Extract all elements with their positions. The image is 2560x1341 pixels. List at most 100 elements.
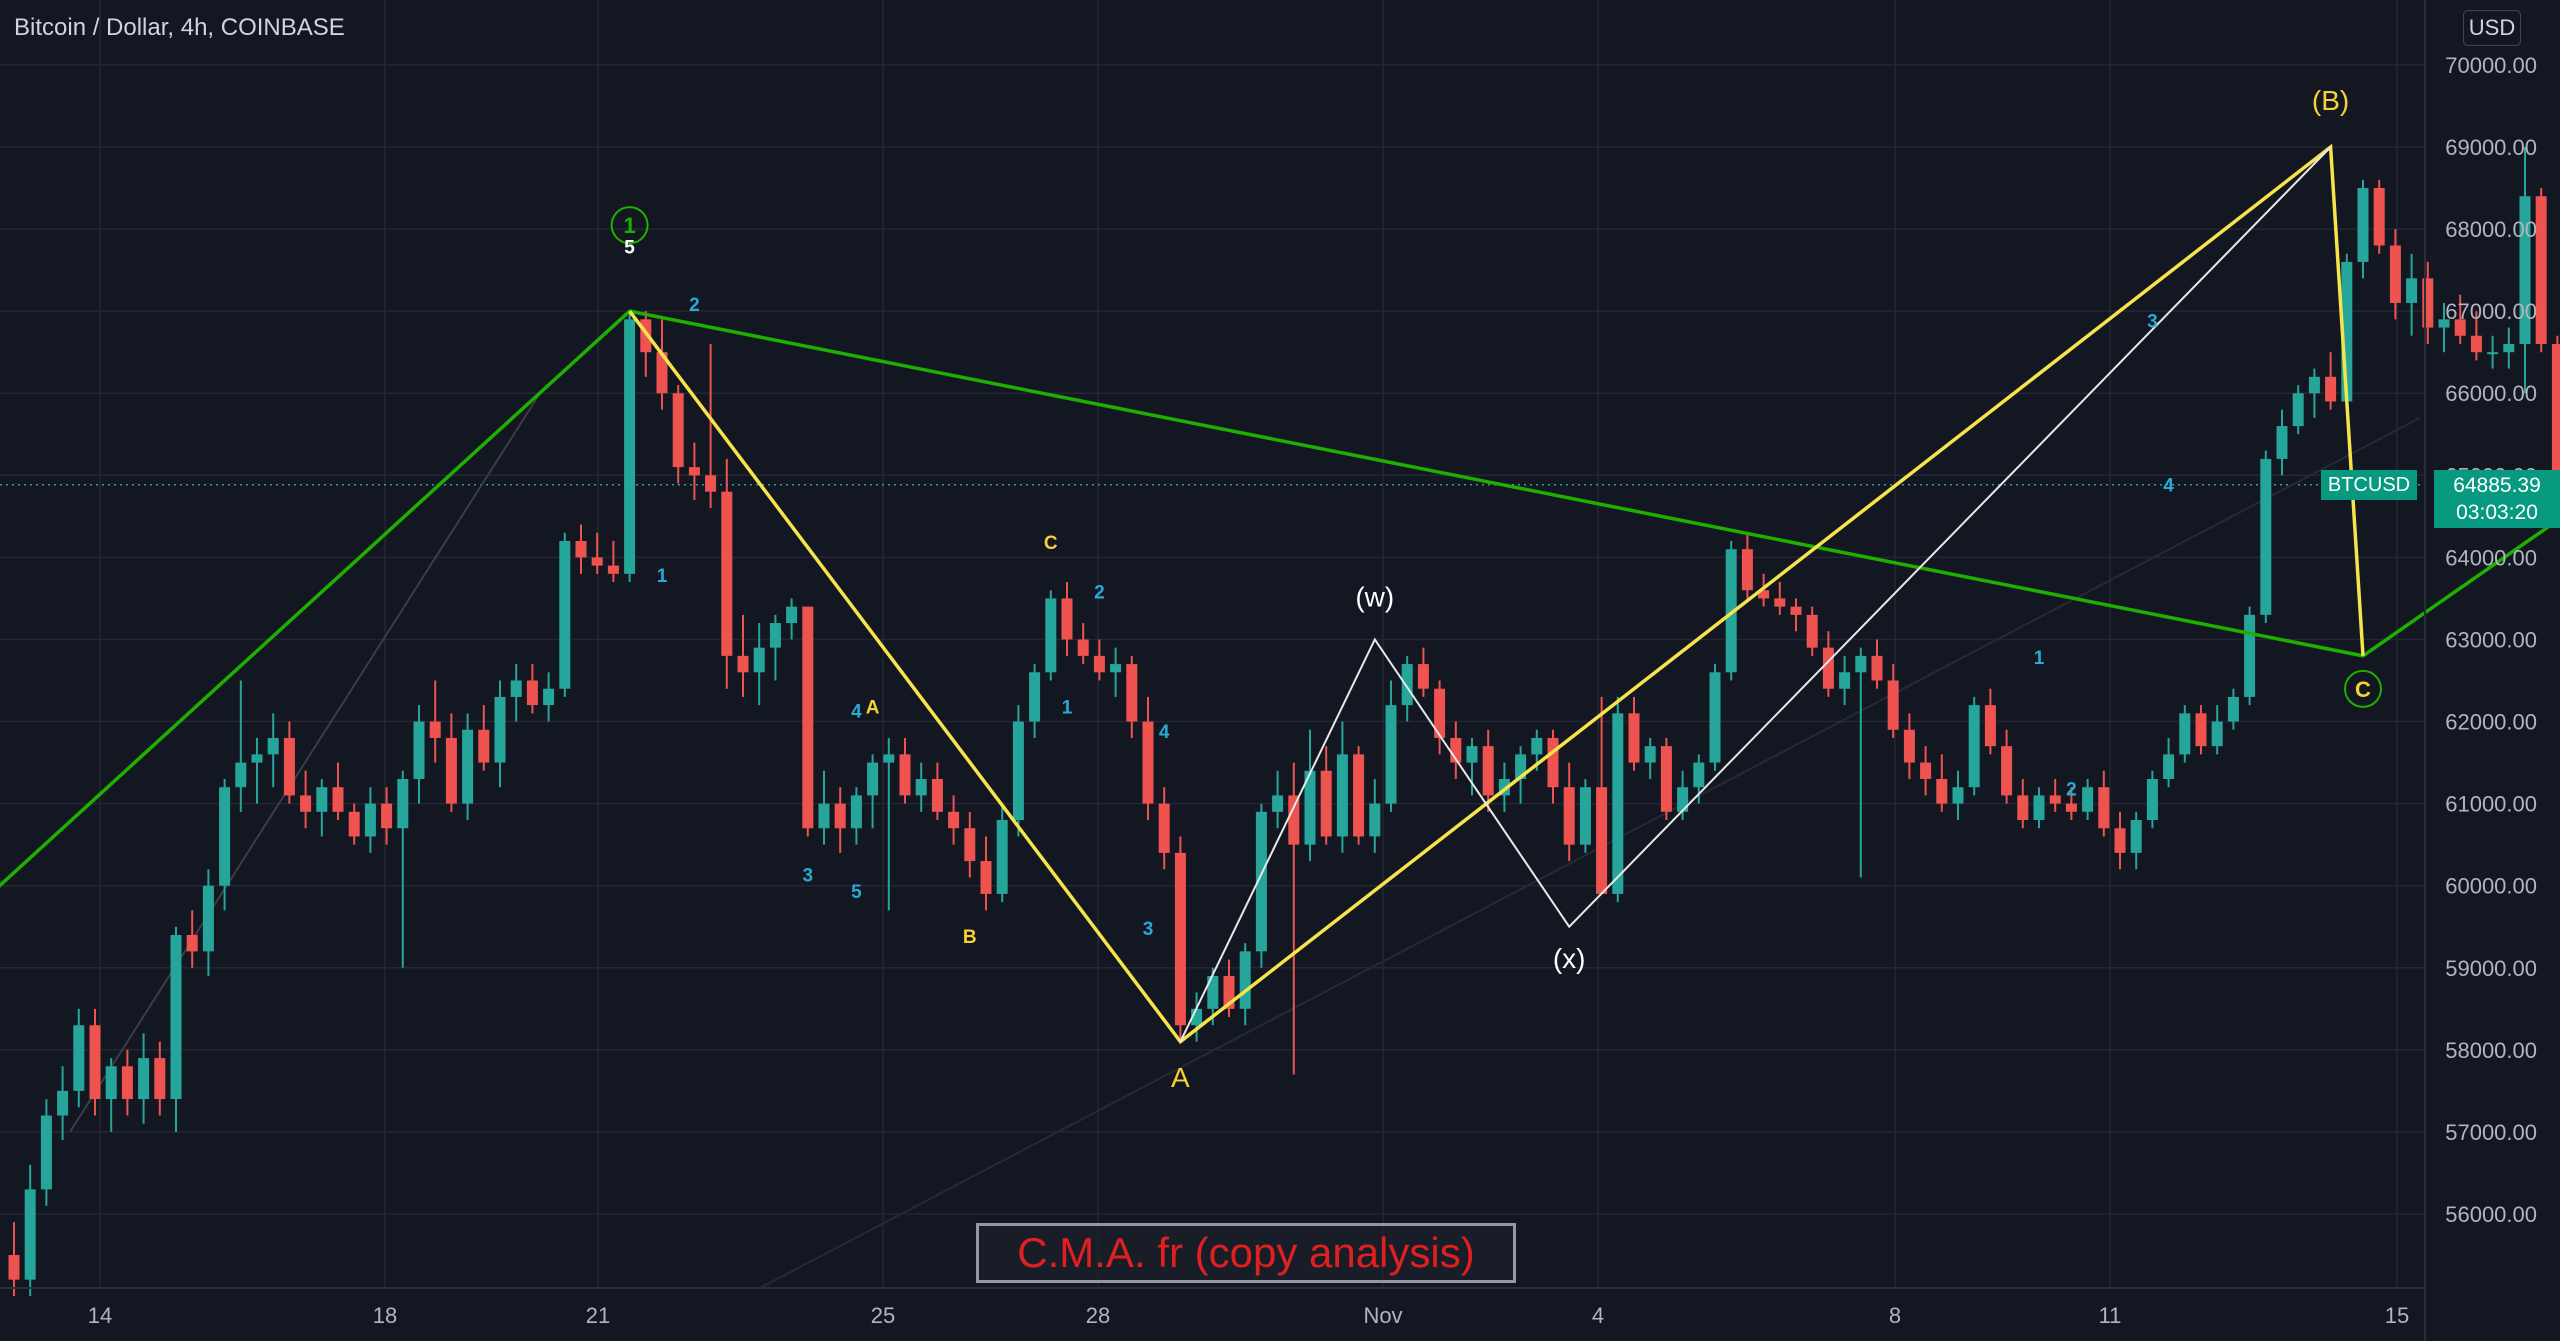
candle-body xyxy=(1887,680,1899,730)
wave-label: 3 xyxy=(1143,919,1154,940)
candle-body xyxy=(2195,713,2207,747)
wave-label: 5 xyxy=(851,882,862,903)
candle-body xyxy=(1417,664,1429,689)
candle-body xyxy=(672,393,684,468)
candle-body xyxy=(2065,803,2077,812)
wave-label: 1 xyxy=(1062,697,1073,718)
candle-body xyxy=(1482,746,1494,796)
candle-body xyxy=(300,795,312,812)
candle-body xyxy=(1142,721,1154,804)
candle-body xyxy=(1563,787,1575,845)
wave-label: 3 xyxy=(2147,312,2158,333)
candle-body xyxy=(1093,655,1105,673)
candle-body xyxy=(2179,713,2191,755)
candle-body xyxy=(2487,352,2499,355)
candle-body xyxy=(2098,787,2110,829)
x-tick-label: 15 xyxy=(2385,1303,2409,1328)
symbol-tag: BTCUSD xyxy=(2321,470,2417,500)
candle-body xyxy=(656,352,668,394)
candle-body xyxy=(1288,795,1300,845)
wave-label: 1 xyxy=(623,213,635,238)
candle-body xyxy=(1158,803,1170,853)
wave-label: 3 xyxy=(803,866,814,887)
candle-body xyxy=(1126,664,1138,722)
y-tick-label: 61000.00 xyxy=(2445,792,2537,817)
candle-body xyxy=(2551,343,2560,492)
candle-body xyxy=(1353,754,1365,837)
candle-body xyxy=(1336,754,1348,837)
wave-label: 5 xyxy=(624,238,635,259)
candle-body xyxy=(2503,343,2515,353)
candle-body xyxy=(1579,787,1591,845)
candle-body xyxy=(1693,762,1705,788)
x-tick-label: 14 xyxy=(88,1303,112,1328)
candle-body xyxy=(721,491,733,656)
last-price-tag: 64885.39 03:03:20 xyxy=(2434,470,2560,528)
y-tick-label: 69000.00 xyxy=(2445,135,2537,160)
candle-body xyxy=(964,828,976,862)
candle-body xyxy=(2470,335,2482,353)
wave-label: 4 xyxy=(1159,722,1170,743)
x-tick-label: 11 xyxy=(2099,1303,2122,1328)
wave-lines xyxy=(0,143,2560,1045)
faint-trend-line xyxy=(69,392,541,1133)
y-tick-label: 56000.00 xyxy=(2445,1202,2537,1227)
currency-button[interactable]: USD xyxy=(2463,10,2521,46)
candle-body xyxy=(1871,655,1883,681)
candle-body xyxy=(1498,778,1510,796)
wave-label: 1 xyxy=(657,566,668,587)
candle-body xyxy=(202,885,214,952)
candle-body xyxy=(883,754,895,763)
candle-body xyxy=(2406,278,2418,303)
wave-label-circle xyxy=(610,206,649,245)
candle-body xyxy=(2082,787,2094,812)
candle-body xyxy=(1029,672,1041,722)
candle-body xyxy=(1612,713,1624,894)
candle-body xyxy=(753,647,765,673)
chart-grid xyxy=(0,0,2425,1289)
candle-body xyxy=(2325,376,2337,402)
candle-body xyxy=(2308,376,2320,394)
wave-label: 1 xyxy=(2034,648,2045,669)
y-tick-label: 63000.00 xyxy=(2445,627,2537,652)
candle-body xyxy=(786,606,798,624)
candle-body xyxy=(1369,803,1381,837)
candle-body xyxy=(2211,721,2223,747)
candle-body xyxy=(526,680,538,706)
candle-body xyxy=(559,540,571,689)
candle-body xyxy=(2422,278,2434,328)
candle-body xyxy=(543,688,555,706)
candle-body xyxy=(89,1025,101,1100)
candle-body xyxy=(1174,852,1186,1026)
chart-title: Bitcoin / Dollar, 4h, COINBASE xyxy=(14,14,345,41)
candle-bodies xyxy=(8,188,2560,1280)
candle-body xyxy=(1434,688,1446,738)
candle-body xyxy=(1660,746,1672,812)
wave-label: 2 xyxy=(689,295,700,316)
candle-body xyxy=(2163,754,2175,779)
candle-body xyxy=(769,623,781,648)
candle-body xyxy=(494,696,506,763)
candle-body xyxy=(2260,458,2272,615)
wave-label: (w) xyxy=(1355,582,1394,613)
candle-body xyxy=(980,861,992,894)
wave-label: 2 xyxy=(1094,582,1105,603)
candle-body xyxy=(1110,664,1122,673)
y-tick-label: 66000.00 xyxy=(2445,381,2537,406)
candle-body xyxy=(1952,787,1964,804)
candle-body xyxy=(2373,188,2385,246)
y-tick-label: 67000.00 xyxy=(2445,299,2537,324)
candle-body xyxy=(2454,319,2466,336)
candle-body xyxy=(478,729,490,763)
wave-label: 4 xyxy=(851,701,862,722)
candle-body xyxy=(1450,737,1462,763)
candle-body xyxy=(364,803,376,837)
candle-body xyxy=(640,319,652,353)
candle-body xyxy=(1758,590,1770,599)
candle-body xyxy=(1239,951,1251,1009)
candle-body xyxy=(2389,245,2401,303)
candle-body xyxy=(818,803,830,829)
candle-body xyxy=(1077,639,1089,656)
